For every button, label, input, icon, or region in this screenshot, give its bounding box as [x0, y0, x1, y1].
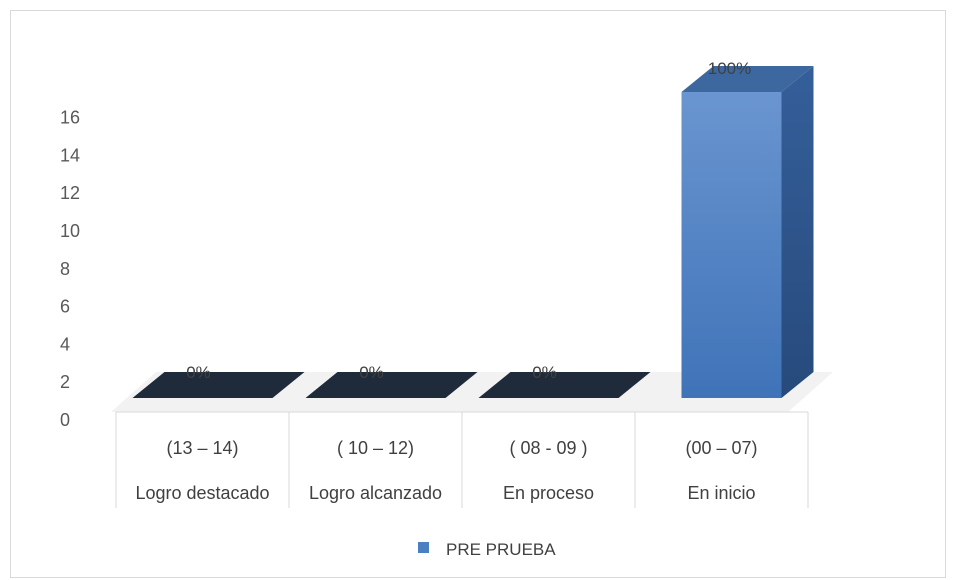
y-tick-label: 8: [60, 259, 70, 279]
category-range-label: ( 08 - 09 ): [509, 438, 587, 458]
bar-side: [781, 66, 814, 398]
category-range-label: (13 – 14): [166, 438, 238, 458]
legend-label: PRE PRUEBA: [446, 540, 556, 559]
bar-front: [681, 92, 782, 398]
category-range-label: (00 – 07): [685, 438, 757, 458]
legend-swatch: [418, 542, 429, 553]
bar: [681, 66, 814, 398]
data-label: 0%: [532, 363, 557, 382]
data-label: 100%: [708, 59, 751, 78]
data-labels-group: 0% 0% 0% 100%: [186, 59, 751, 382]
bar-top: [681, 66, 814, 92]
y-tick-label: 6: [60, 297, 70, 317]
y-tick-label: 2: [60, 372, 70, 392]
data-label: 0%: [359, 363, 384, 382]
y-tick-label: 14: [60, 145, 80, 165]
category-range-label: ( 10 – 12): [337, 438, 414, 458]
bars-group: [132, 66, 814, 398]
category-name-label: Logro destacado: [135, 483, 269, 503]
category-name-label: En proceso: [503, 483, 594, 503]
y-tick-label: 10: [60, 221, 80, 241]
y-tick-label: 4: [60, 334, 70, 354]
bar-zero-slab: [132, 372, 305, 398]
category-name-label: En inicio: [687, 483, 755, 503]
bar-zero-slab: [478, 372, 651, 398]
y-axis-ticks: 0 2 4 6 8 10 12 14 16: [60, 108, 80, 430]
legend: PRE PRUEBA: [418, 540, 556, 559]
y-tick-label: 12: [60, 183, 80, 203]
x-axis-category-table: (13 – 14) Logro destacado ( 10 – 12) Logro …: [115, 411, 809, 508]
y-tick-label: 0: [60, 410, 70, 430]
data-label: 0%: [186, 363, 211, 382]
category-name-label: Logro alcanzado: [309, 483, 442, 503]
bar-zero-slab: [305, 372, 478, 398]
y-tick-label: 16: [60, 108, 80, 128]
